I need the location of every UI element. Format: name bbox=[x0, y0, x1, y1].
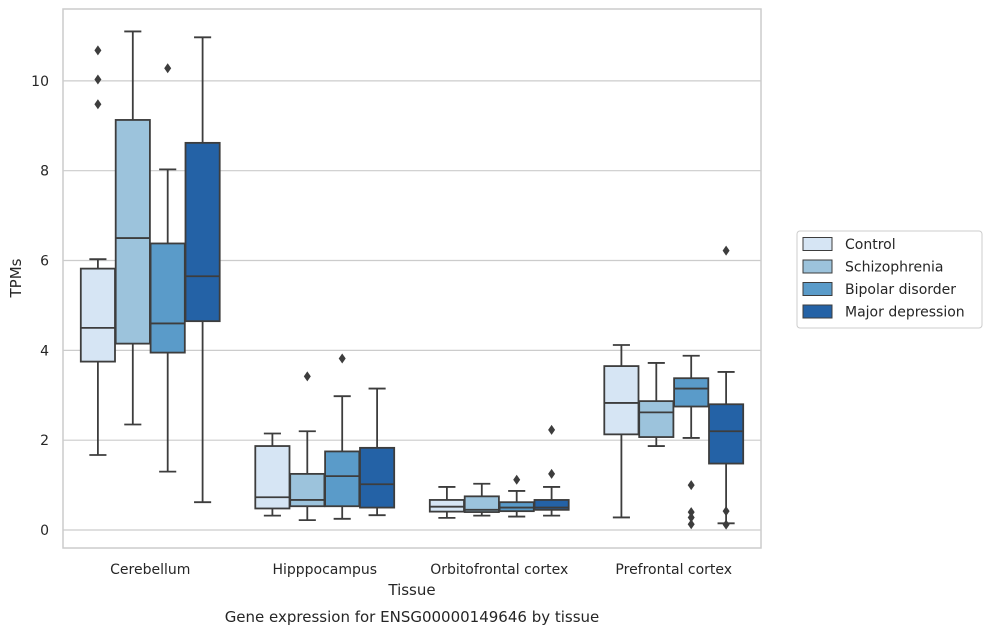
legend: Control Schizophrenia Bipolar disorder Majo… bbox=[796, 230, 983, 329]
legend-swatch bbox=[802, 237, 833, 251]
box bbox=[184, 141, 221, 323]
outlier-point bbox=[722, 245, 730, 256]
x-tick-label: Hipppocampus bbox=[272, 562, 377, 578]
y-tick-label: 2 bbox=[40, 433, 49, 449]
outlier-point bbox=[338, 353, 346, 364]
box-groups bbox=[79, 30, 745, 530]
outlier-point bbox=[548, 468, 556, 479]
y-axis-title: TPMs bbox=[7, 258, 25, 298]
outlier-point bbox=[687, 512, 695, 523]
chart-caption: Gene expression for ENSG00000149646 by t… bbox=[225, 608, 600, 626]
x-tick-label: Orbitofrontal cortex bbox=[430, 562, 568, 578]
y-tick-label: 4 bbox=[40, 343, 49, 359]
box-group bbox=[254, 353, 396, 522]
box bbox=[673, 377, 710, 408]
outlier-point bbox=[94, 45, 102, 56]
outlier-point bbox=[513, 474, 521, 485]
box bbox=[254, 445, 291, 510]
outlier-point bbox=[722, 506, 730, 517]
legend-label: Major depression bbox=[845, 305, 965, 321]
outlier-point bbox=[164, 63, 172, 74]
box bbox=[114, 119, 151, 345]
legend-swatch bbox=[802, 259, 833, 274]
box-group bbox=[603, 245, 745, 530]
y-tick-label: 0 bbox=[40, 523, 49, 539]
box bbox=[359, 446, 396, 509]
outlier-point bbox=[303, 371, 311, 382]
legend-swatch bbox=[802, 304, 833, 319]
x-axis-title: Tissue bbox=[387, 581, 435, 599]
box-group bbox=[79, 30, 221, 504]
box bbox=[149, 242, 186, 354]
box bbox=[603, 365, 640, 436]
box bbox=[708, 403, 745, 465]
legend-swatch bbox=[802, 282, 833, 296]
outlier-point bbox=[94, 74, 102, 85]
x-tick-label: Cerebellum bbox=[110, 562, 190, 578]
outlier-point bbox=[548, 424, 556, 435]
outlier-point bbox=[722, 519, 730, 530]
box bbox=[289, 472, 326, 508]
box bbox=[324, 450, 361, 508]
outlier-point bbox=[687, 519, 695, 530]
box-group bbox=[428, 424, 570, 519]
legend-label: Schizophrenia bbox=[845, 260, 943, 276]
x-tick-labels: Cerebellum Hipppocampus Orbitofrontal cort… bbox=[110, 562, 732, 578]
outlier-point bbox=[687, 480, 695, 491]
box bbox=[638, 400, 675, 438]
outlier-point bbox=[687, 507, 695, 518]
x-tick-label: Prefrontal cortex bbox=[615, 562, 732, 578]
box bbox=[533, 499, 570, 511]
y-tick-label: 8 bbox=[40, 164, 49, 180]
legend-label: Bipolar disorder bbox=[845, 282, 956, 298]
legend-label: Control bbox=[845, 237, 896, 253]
legend-frame bbox=[796, 230, 983, 329]
y-tick-label: 10 bbox=[31, 74, 49, 90]
outlier-point bbox=[94, 99, 102, 110]
box bbox=[79, 267, 116, 363]
y-tick-label: 6 bbox=[40, 254, 49, 270]
y-tick-labels: 0 2 4 6 8 10 bbox=[31, 74, 49, 539]
